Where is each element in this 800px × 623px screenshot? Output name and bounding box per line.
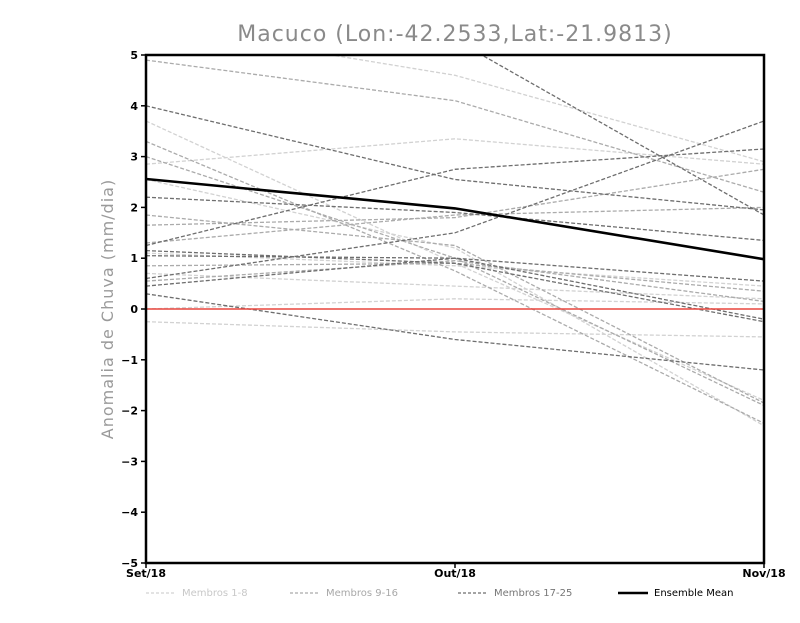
legend-label-3: Membros 17-25 [494, 588, 572, 599]
y-tick-label: −4 [121, 506, 138, 519]
y-tick-label: 4 [130, 100, 138, 113]
member-series-line-14 [146, 206, 764, 244]
ensemble-mean-line [146, 177, 764, 261]
member-series-line-5 [146, 272, 764, 300]
member-series-line-9 [146, 214, 764, 404]
y-axis-label: Anomalia de Chuva (mm/dia) [98, 179, 117, 439]
y-tick-label: 1 [130, 252, 138, 265]
chart-title: Macuco (Lon:-42.2533,Lat:-21.9813) [237, 22, 673, 47]
legend: Membros 1-8 Membros 9-16 Membros 17-25 Ense… [146, 588, 733, 599]
member-series-line-3 [146, 252, 764, 287]
member-series-line-1 [146, 120, 764, 401]
member-series-line-22 [146, 255, 764, 320]
member-series-line-25 [146, 249, 764, 323]
member-series-line-18 [146, 196, 764, 242]
legend-label-2: Membros 9-16 [326, 588, 398, 599]
member-series-line-8 [327, 55, 764, 163]
member-series-line-20 [146, 148, 764, 247]
y-tick-label: −3 [121, 455, 138, 468]
x-tick-label: Out/18 [434, 567, 476, 580]
y-tick-label: −2 [121, 405, 138, 418]
x-tick-label: Set/18 [126, 567, 166, 580]
member-series-line-10 [146, 59, 764, 193]
y-tick-label: 0 [130, 303, 138, 316]
member-series-line-17 [146, 105, 764, 211]
x-tick-label: Nov/18 [742, 567, 785, 580]
y-tick-label: 5 [130, 49, 138, 62]
member-series-line-12 [146, 260, 764, 303]
y-tick-label: −5 [121, 557, 138, 570]
y-tick-label: 2 [130, 201, 138, 214]
member-series-line-21 [146, 120, 764, 280]
legend-label-4: Ensemble Mean [654, 588, 733, 599]
member-series-line-13 [146, 140, 764, 424]
member-series-line-4 [146, 321, 764, 338]
member-series-line-15 [146, 168, 764, 226]
y-tick-label: −1 [121, 354, 138, 367]
y-tick-label: 3 [130, 151, 138, 164]
member-series-line-11 [146, 155, 764, 407]
member-series-line-23 [146, 257, 764, 287]
legend-label-1: Membros 1-8 [182, 588, 248, 599]
series-layer [146, 55, 764, 427]
member-series-line-6 [146, 298, 764, 310]
member-series-line-2 [146, 138, 764, 165]
